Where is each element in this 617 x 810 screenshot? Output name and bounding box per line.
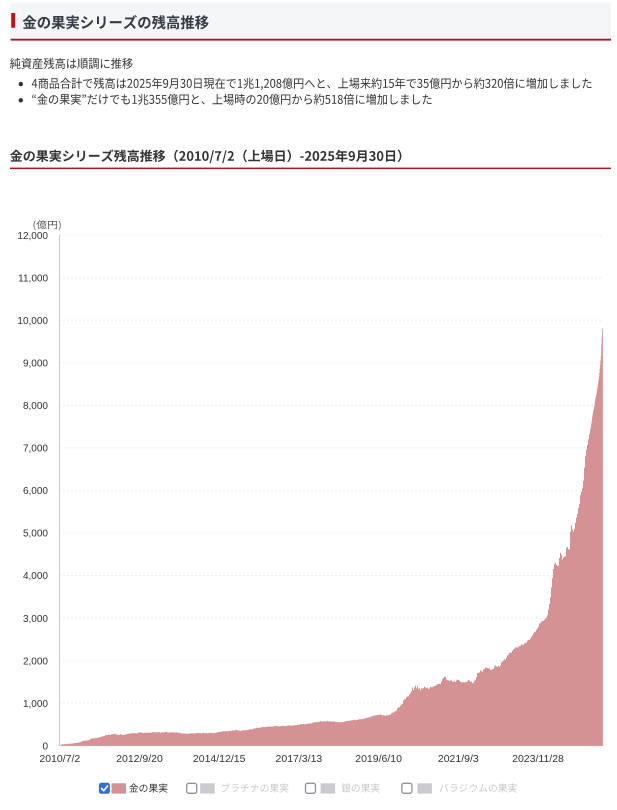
svg-text:8,000: 8,000 (23, 401, 48, 412)
svg-text:4,000: 4,000 (23, 571, 48, 582)
svg-text:5,000: 5,000 (23, 529, 48, 540)
svg-text:0: 0 (42, 741, 48, 752)
svg-text:1,000: 1,000 (23, 699, 48, 710)
svg-text:7,000: 7,000 (23, 444, 48, 455)
svg-text:9,000: 9,000 (23, 358, 48, 369)
svg-text:2021/9/3: 2021/9/3 (438, 753, 479, 765)
svg-text:6,000: 6,000 (23, 486, 48, 497)
svg-text:10,000: 10,000 (17, 316, 48, 327)
svg-text:2017/3/13: 2017/3/13 (276, 753, 323, 765)
svg-text:2019/6/10: 2019/6/10 (355, 753, 402, 765)
svg-text:3,000: 3,000 (23, 614, 48, 625)
svg-text:2,000: 2,000 (23, 656, 48, 667)
svg-text:2012/9/20: 2012/9/20 (116, 753, 163, 765)
svg-text:11,000: 11,000 (18, 273, 48, 284)
svg-text:2010/7/2: 2010/7/2 (39, 753, 80, 765)
svg-text:2014/12/15: 2014/12/15 (193, 753, 246, 765)
svg-text:12,000: 12,000 (17, 231, 48, 242)
svg-text:2023/11/28: 2023/11/28 (512, 753, 564, 765)
